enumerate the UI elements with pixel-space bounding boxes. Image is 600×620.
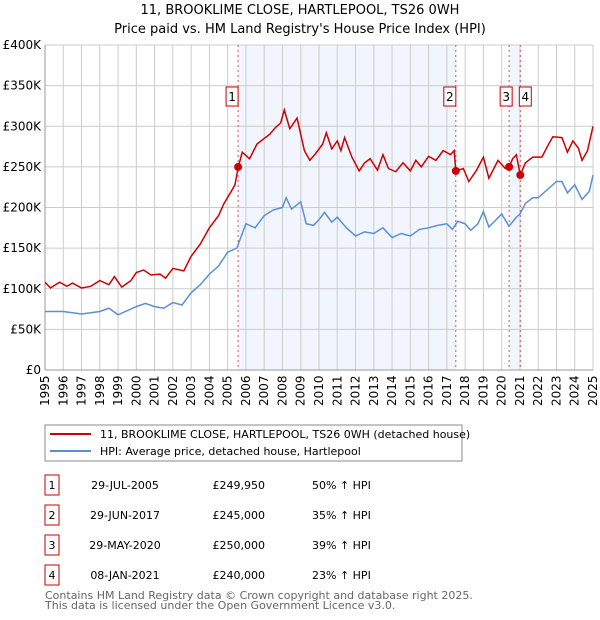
sale-label-2: 2 <box>446 90 454 104</box>
x-tick-label: 2000 <box>129 375 143 406</box>
x-tick-label: 2020 <box>495 375 509 406</box>
x-tick-label: 1998 <box>93 375 107 406</box>
hpi-line <box>45 174 594 316</box>
sale-label-box-3 <box>499 86 513 107</box>
transaction-date: 08-JAN-2021 <box>90 569 159 582</box>
x-tick-label: 2003 <box>184 375 198 406</box>
y-tick-label: £250K <box>3 160 43 174</box>
transaction-date: 29-JUN-2017 <box>90 509 160 522</box>
transactions-table: 1 29-JUL-2005 £249,950 50% ↑ HPI 2 29-JUN-201… <box>44 474 371 586</box>
x-tick-label: 2005 <box>221 375 235 406</box>
y-tick-label: £100K <box>3 282 43 296</box>
x-tick-label: 2018 <box>458 375 472 406</box>
transaction-row: 4 08-JAN-2021 £240,000 23% ↑ HPI <box>44 564 371 586</box>
x-tick-label: 2023 <box>549 375 563 406</box>
x-tick-label: 2002 <box>166 375 180 406</box>
transaction-price: £249,950 <box>213 479 266 492</box>
x-tick-label: 1997 <box>75 375 89 406</box>
x-tick-label: 2013 <box>367 375 381 406</box>
y-tick-label: £350K <box>3 79 43 93</box>
x-tick-label: 2016 <box>422 375 436 406</box>
sale-label-1: 1 <box>228 90 236 104</box>
footer-line-1: Contains HM Land Registry data © Crown c… <box>45 589 473 602</box>
x-tick-label: 2004 <box>202 375 216 406</box>
y-tick-label: £150K <box>3 241 43 255</box>
transaction-price: £250,000 <box>213 539 266 552</box>
sale-label-3: 3 <box>502 90 510 104</box>
x-tick-label: 2010 <box>312 375 326 406</box>
x-tick-label: 2015 <box>403 375 417 406</box>
transaction-hpi-change: 23% ↑ HPI <box>312 569 371 582</box>
transaction-date: 29-MAY-2020 <box>89 539 161 552</box>
x-tick-label: 2017 <box>440 375 454 406</box>
sale-point-3 <box>505 162 514 171</box>
transaction-row: 1 29-JUL-2005 £249,950 50% ↑ HPI <box>44 474 371 496</box>
transaction-date: 29-JUL-2005 <box>91 479 159 492</box>
legend: 11, BROOKLIME CLOSE, HARTLEPOOL, TS26 0W… <box>44 424 470 462</box>
transaction-number: 1 <box>49 479 56 492</box>
x-tick-label: 2009 <box>294 375 308 406</box>
transaction-hpi-change: 35% ↑ HPI <box>312 509 371 522</box>
x-tick-label: 2022 <box>531 375 545 406</box>
transaction-price: £240,000 <box>213 569 266 582</box>
sale-label-box-2 <box>443 86 457 107</box>
sale-point-4 <box>516 171 525 179</box>
transaction-row: 2 29-JUN-2017 £245,000 35% ↑ HPI <box>44 504 371 526</box>
y-tick-label: £0 <box>26 363 41 377</box>
y-tick-label: £400K <box>3 38 43 52</box>
sale-label-box-1 <box>225 86 239 107</box>
sale-label-4: 4 <box>521 90 529 104</box>
x-tick-label: 2024 <box>568 375 582 406</box>
legend-label-hpi: HPI: Average price, detached house, Hart… <box>100 445 361 458</box>
x-tick-label: 1996 <box>56 375 70 406</box>
x-tick-label: 2025 <box>586 375 600 406</box>
transaction-number: 3 <box>49 539 56 552</box>
transaction-number: 4 <box>49 569 56 582</box>
footer-line-2: This data is licensed under the Open Gov… <box>44 599 395 612</box>
x-tick-label: 2006 <box>239 375 253 406</box>
chart-subtitle: Price paid vs. HM Land Registry's House … <box>114 22 486 37</box>
x-tick-label: 2011 <box>330 375 344 406</box>
x-tick-label: 2014 <box>385 375 399 406</box>
x-tick-label: 1995 <box>38 375 52 406</box>
sale-point-2 <box>451 166 460 175</box>
property-price-line <box>44 107 594 289</box>
x-tick-label: 2021 <box>513 375 527 406</box>
x-tick-label: 1999 <box>111 375 125 406</box>
legend-label-property: 11, BROOKLIME CLOSE, HARTLEPOOL, TS26 0W… <box>100 428 470 441</box>
y-tick-label: £300K <box>3 119 43 133</box>
transaction-row: 3 29-MAY-2020 £250,000 39% ↑ HPI <box>44 534 371 556</box>
x-tick-label: 2019 <box>476 375 490 406</box>
x-tick-label: 2012 <box>349 375 363 406</box>
transaction-hpi-change: 50% ↑ HPI <box>312 479 371 492</box>
x-tick-label: 2001 <box>148 375 162 406</box>
y-tick-label: £50K <box>10 322 42 336</box>
transaction-number: 2 <box>49 509 56 522</box>
sale-point-1 <box>234 162 243 171</box>
transaction-price: £245,000 <box>213 509 266 522</box>
x-tick-label: 2008 <box>275 375 289 406</box>
chart-title: 11, BROOKLIME CLOSE, HARTLEPOOL, TS26 0W… <box>141 3 460 18</box>
y-tick-label: £200K <box>3 201 43 215</box>
transaction-hpi-change: 39% ↑ HPI <box>312 539 371 552</box>
sale-label-box-4 <box>518 86 532 107</box>
x-tick-label: 2007 <box>257 375 271 406</box>
